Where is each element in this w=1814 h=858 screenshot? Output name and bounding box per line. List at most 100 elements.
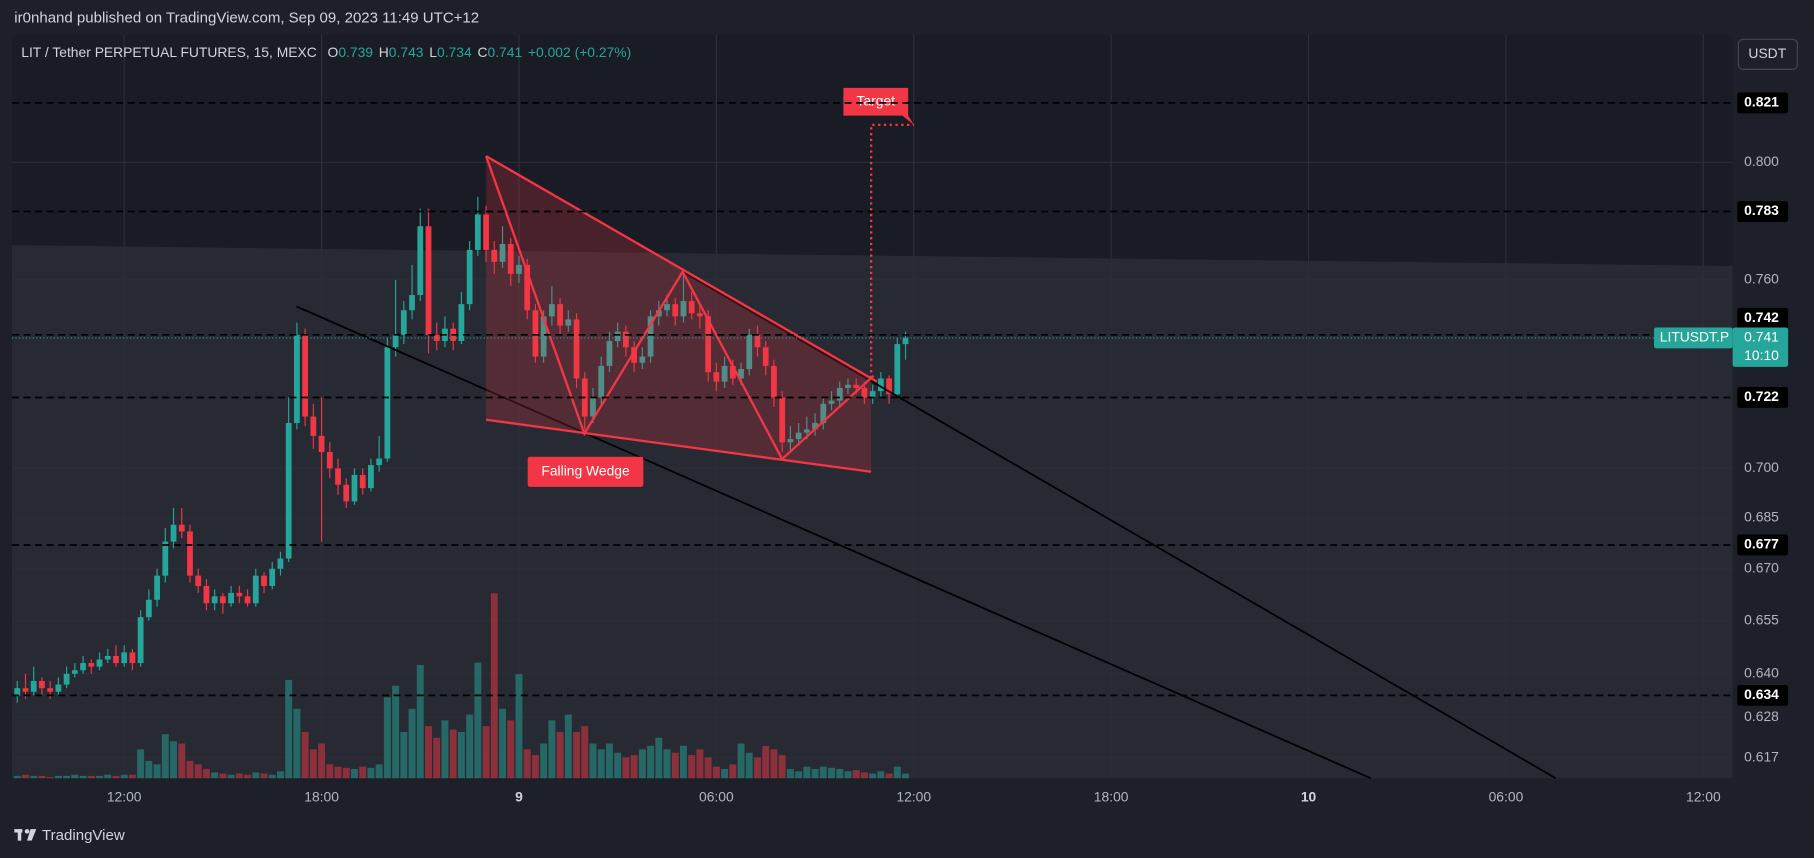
volume-bar — [696, 749, 704, 779]
candle-body — [392, 334, 399, 348]
volume-bar — [178, 743, 186, 779]
target-box — [843, 87, 914, 125]
candle-body — [557, 304, 563, 326]
level-label-box — [1737, 307, 1789, 329]
level-label-box — [1737, 92, 1789, 114]
volume-bar — [416, 664, 424, 779]
candle-body — [754, 334, 761, 348]
level-label-box — [1737, 387, 1789, 408]
volume-bar — [186, 760, 194, 779]
volume-bar — [252, 772, 260, 779]
level-label-box — [1737, 534, 1789, 556]
candle-body — [71, 670, 78, 674]
volume-bar — [737, 743, 745, 779]
candle-body — [713, 372, 720, 382]
candle-body — [540, 316, 547, 357]
candle-body — [343, 484, 350, 502]
candle-body — [145, 599, 152, 618]
wedge-label-box — [527, 456, 644, 487]
currency-button[interactable] — [1737, 38, 1798, 70]
candle-body — [137, 617, 144, 664]
candle-body — [803, 429, 810, 433]
volume — [13, 593, 910, 779]
volume-bar — [556, 731, 564, 779]
candle-body — [614, 331, 621, 342]
candle-body — [121, 652, 128, 664]
candle-body — [631, 347, 638, 363]
volume-bar — [235, 773, 243, 779]
candle-body — [318, 435, 325, 453]
volume-bar — [326, 764, 334, 779]
candle-body — [219, 596, 226, 604]
x-tick-label: 10 — [1301, 789, 1317, 805]
volume-bar — [836, 768, 844, 779]
candle-body — [886, 378, 892, 395]
symbol-box — [1653, 327, 1733, 349]
candle-body — [738, 369, 744, 379]
candle-body — [14, 688, 21, 696]
volume-bar — [449, 729, 457, 779]
candle-body — [483, 214, 489, 250]
volume-bar — [671, 752, 679, 779]
candle-body — [705, 316, 712, 373]
annotation: Falling Wedge — [541, 462, 630, 478]
volume-bar — [540, 743, 548, 779]
volume-bar — [564, 714, 572, 779]
volume-bar — [852, 770, 860, 779]
volume-bar — [877, 771, 885, 779]
x-tick-label: 18:00 — [304, 789, 339, 805]
volume-bar — [104, 774, 112, 779]
volume-bar — [293, 708, 301, 779]
candle-body — [680, 301, 687, 317]
volume-bar — [13, 775, 21, 779]
y-tick-label: 0.640 — [1744, 664, 1779, 680]
volume-bar — [161, 734, 169, 779]
candle-body — [902, 337, 909, 345]
legend-value: 0.734 — [437, 44, 472, 60]
volume-bar — [663, 749, 671, 779]
volume-bar — [63, 775, 71, 779]
currency-label[interactable]: USDT — [1748, 45, 1786, 61]
volume-bar — [466, 714, 474, 779]
volume-bar — [260, 773, 268, 779]
candle-body — [894, 344, 901, 395]
candle-body — [384, 347, 391, 459]
candle-body — [697, 313, 703, 317]
volume-bar — [860, 772, 868, 779]
candle-body — [524, 264, 531, 311]
candle-body — [277, 558, 284, 569]
volume-bar — [548, 720, 556, 779]
volume-bar — [22, 774, 29, 779]
candle-body — [672, 304, 679, 317]
candle-body — [376, 458, 383, 466]
volume-bar — [112, 775, 120, 779]
candle-body — [80, 663, 86, 671]
candle-body — [162, 541, 169, 576]
volume-bar — [268, 774, 276, 779]
level-label: 0.821 — [1744, 94, 1779, 110]
volume-bar — [630, 755, 638, 779]
levels: 0.821 0.783 0.742 0.722 0.677 0.634 LITUSDT.P 0… — [11, 92, 1789, 706]
trend-line — [296, 305, 1372, 780]
candle-body — [729, 365, 736, 379]
x-tick-label: 18:00 — [1094, 789, 1129, 805]
candle-body — [211, 596, 218, 604]
volume-bar — [392, 685, 400, 779]
logo-part — [24, 829, 30, 834]
y-tick-label: 0.655 — [1744, 611, 1779, 627]
candle-body — [47, 688, 54, 692]
legend-value: 0.739 — [338, 44, 373, 60]
countdown-label: 10:10 — [1744, 347, 1779, 363]
volume-bar — [679, 745, 687, 779]
level-label: 0.677 — [1744, 536, 1779, 552]
candle-body — [762, 347, 769, 366]
candle-body — [63, 673, 70, 685]
volume-bar — [137, 749, 145, 779]
level-label: 0.634 — [1744, 686, 1779, 702]
candle-body — [877, 378, 884, 392]
volume-bar — [71, 774, 79, 779]
candle-body — [532, 310, 539, 357]
candle-body — [820, 403, 827, 423]
y-tick-label: 0.628 — [1744, 708, 1779, 724]
